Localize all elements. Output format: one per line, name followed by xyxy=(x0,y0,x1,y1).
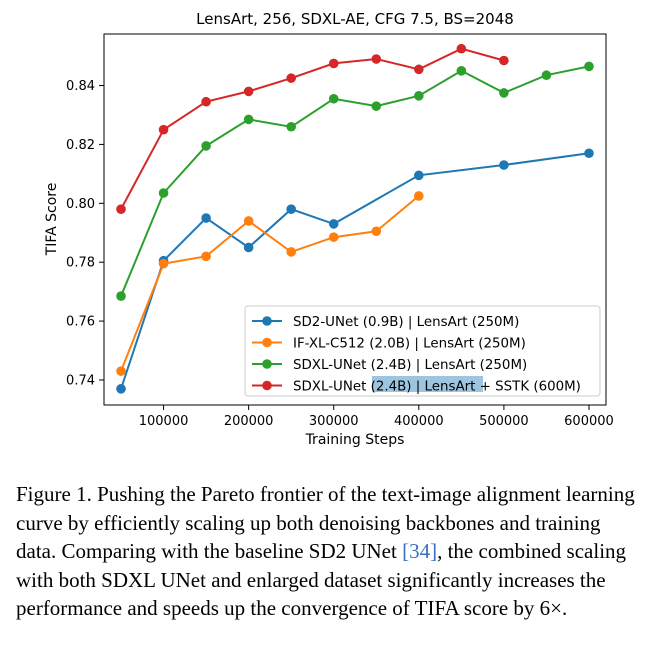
series-1-point xyxy=(584,148,594,159)
series-4-point xyxy=(201,96,211,107)
caption-label: Figure 1. xyxy=(16,482,92,506)
y-axis-label: TIFA Score xyxy=(44,183,60,257)
x-tick-label: 600000 xyxy=(564,414,614,429)
caption-text-end: , the combined scaling with both SDXL UN… xyxy=(16,539,627,620)
series-4-point xyxy=(328,58,339,69)
y-axis-ticks: 0.74 0.76 0.78 0.80 0.82 0.84 xyxy=(66,79,104,388)
series-3-point xyxy=(201,141,211,151)
series-2-point xyxy=(328,232,339,242)
series-2-point xyxy=(158,258,169,269)
text-selection-highlight xyxy=(372,376,483,392)
legend-entry-label: SDXL-UNet (2.4B) | LensArt (250M) xyxy=(293,358,527,373)
legend-frame xyxy=(244,305,601,397)
series-2-point xyxy=(201,251,211,262)
tifa-chart: LensArt, 256, SDXL-AE, CFG 7.5, BS=2048 … xyxy=(44,10,614,448)
citation-link[interactable]: [34] xyxy=(402,539,438,563)
series-3-point xyxy=(456,66,467,76)
legend: SD2-UNet (0.9B) | LensArt (250M) IF-XL-C5… xyxy=(244,305,601,397)
series-3-point xyxy=(116,291,126,301)
chart-title: LensArt, 256, SDXL-AE, CFG 7.5, BS=2048 xyxy=(196,10,514,28)
figure-caption: Figure 1. Pushing the Pareto frontier of… xyxy=(16,480,638,623)
legend-swatch-marker xyxy=(262,359,272,369)
series-line-3 xyxy=(120,65,590,297)
x-tick-label: 300000 xyxy=(309,414,359,429)
series-1-point xyxy=(286,204,296,214)
series-4-point xyxy=(243,86,254,97)
series-3-point xyxy=(499,88,509,98)
series-1-point xyxy=(328,219,339,229)
plot-area xyxy=(103,33,607,406)
series-4-point xyxy=(158,124,169,135)
x-tick-label: 400000 xyxy=(394,414,444,429)
series-4-point xyxy=(371,54,382,64)
series-2-point xyxy=(116,366,126,376)
series-3-point xyxy=(414,91,424,101)
series-4-point xyxy=(499,55,509,66)
x-axis-label: Training Steps xyxy=(305,432,405,448)
series-2-point xyxy=(414,191,424,201)
series-line-4 xyxy=(120,47,505,210)
series-3-point xyxy=(584,61,594,72)
series-3-point xyxy=(243,114,254,125)
y-tick-label: 0.78 xyxy=(66,256,95,271)
x-tick-label: 500000 xyxy=(479,414,529,429)
series-3-point xyxy=(541,70,552,81)
series-2-point xyxy=(286,247,296,257)
series-4-point xyxy=(116,204,126,214)
series-1-point xyxy=(243,242,254,253)
x-tick-label: 100000 xyxy=(139,414,189,429)
x-axis-ticks: 100000 200000 300000 400000 500000 600000 xyxy=(139,405,614,429)
series-3-point xyxy=(328,93,339,104)
series-1-point xyxy=(201,213,211,223)
caption-text: Pushing the Pareto frontier of the text-… xyxy=(16,482,635,563)
y-tick-label: 0.84 xyxy=(66,79,95,94)
series-2-point xyxy=(243,216,254,226)
series-1-point xyxy=(414,170,424,181)
legend-swatch-marker xyxy=(262,380,272,391)
legend-swatch-marker xyxy=(262,316,272,326)
series-3-point xyxy=(286,121,296,132)
legend-swatch-marker xyxy=(262,337,272,348)
legend-entry-label: IF-XL-C512 (2.0B) | LensArt (250M) xyxy=(293,337,526,352)
legend-entry-label: SDXL-UNet (2.4B) | LensArt + SSTK (600M) xyxy=(293,380,581,395)
y-tick-label: 0.82 xyxy=(66,138,95,153)
x-tick-label: 200000 xyxy=(224,414,274,429)
series-layer xyxy=(116,43,594,394)
series-4-point xyxy=(456,43,467,54)
series-1-point xyxy=(499,160,509,170)
series-4-point xyxy=(286,73,296,83)
legend-entry-label: SD2-UNet (0.9B) | LensArt (250M) xyxy=(293,315,519,330)
series-3-point xyxy=(371,101,382,111)
series-2-point xyxy=(371,226,382,237)
series-4-point xyxy=(414,64,424,75)
y-tick-label: 0.76 xyxy=(66,315,95,330)
y-tick-label: 0.80 xyxy=(66,197,95,212)
series-1-point xyxy=(116,384,126,394)
series-line-2 xyxy=(120,195,420,372)
series-3-point xyxy=(158,188,169,198)
y-tick-label: 0.74 xyxy=(66,373,95,388)
